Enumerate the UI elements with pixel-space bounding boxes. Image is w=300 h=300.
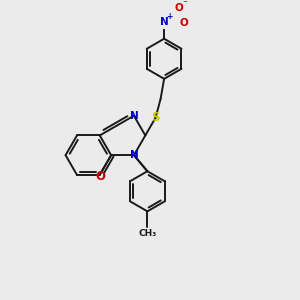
- Text: N: N: [160, 16, 169, 27]
- Text: N: N: [130, 111, 138, 121]
- Text: O: O: [180, 18, 189, 28]
- Text: CH₃: CH₃: [138, 230, 157, 238]
- Text: N: N: [130, 150, 138, 160]
- Text: O: O: [175, 3, 184, 13]
- Text: O: O: [95, 170, 105, 183]
- Text: ⁻: ⁻: [182, 0, 187, 8]
- Text: +: +: [166, 12, 172, 21]
- Text: S: S: [151, 111, 160, 124]
